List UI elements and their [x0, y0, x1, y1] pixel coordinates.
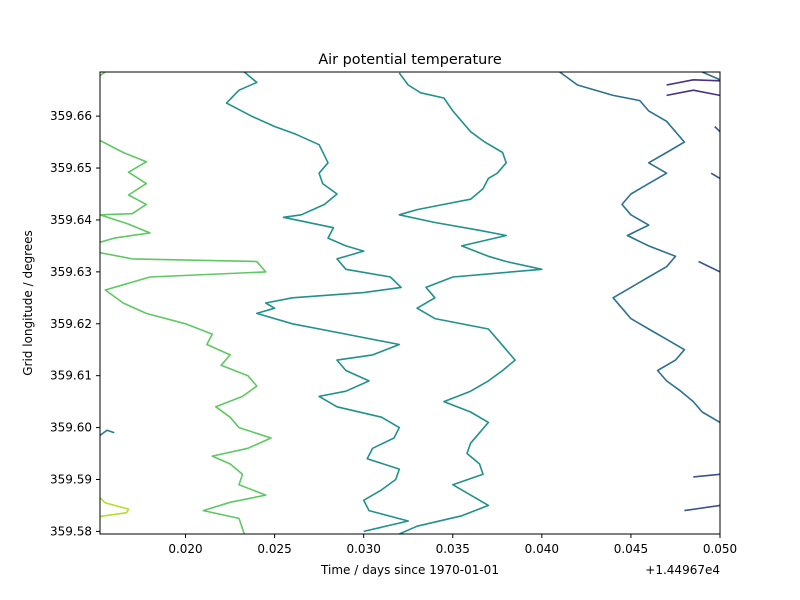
contour-line-10	[684, 504, 720, 512]
x-tick-label: 0.035	[436, 542, 470, 556]
x-tick-label: 0.030	[346, 542, 380, 556]
contour-line-12	[698, 260, 720, 273]
y-tick-label: 359.62	[50, 317, 92, 331]
x-axis-title: Time / days since 1970-01-01	[320, 563, 499, 577]
y-tick-label: 359.64	[50, 213, 92, 227]
x-axis: 0.020 0.025 0.030 0.035 0.040 0.045 0.050	[168, 534, 737, 556]
y-tick-label: 359.58	[50, 524, 92, 538]
y-tick-label: 359.65	[50, 161, 92, 175]
contour-line-5	[225, 72, 410, 533]
contour-line-3	[100, 72, 106, 77]
contour-line-4	[100, 139, 272, 534]
plot-area	[100, 72, 720, 534]
contour-line-2	[100, 497, 130, 518]
contour-line-14	[666, 89, 720, 97]
contour-line-15	[666, 79, 720, 86]
y-tick-label: 359.60	[50, 421, 92, 435]
plot-frame	[99, 71, 721, 535]
x-tick-label: 0.025	[257, 542, 291, 556]
y-tick-label: 359.66	[50, 109, 92, 123]
contour-line-7	[559, 72, 720, 424]
y-tick-label: 359.59	[50, 472, 92, 486]
contour-line-9	[693, 473, 720, 478]
y-axis-title: Grid longitude / degrees	[21, 230, 35, 376]
chart-title: Air potential temperature	[318, 52, 502, 68]
y-tick-label: 359.63	[50, 265, 92, 279]
x-offset-label: +1.44967e4	[645, 563, 720, 577]
y-tick-label: 359.61	[50, 369, 92, 383]
contour-line-11	[710, 172, 720, 180]
contour-line-13	[714, 125, 720, 133]
x-tick-label: 0.045	[614, 542, 648, 556]
contour-line-8	[701, 72, 720, 81]
x-tick-label: 0.040	[525, 542, 559, 556]
x-tick-label: 0.050	[703, 542, 737, 556]
contour-line-6	[398, 72, 543, 534]
contour-line-1	[100, 429, 115, 437]
y-axis: 359.58 359.59 359.60 359.61 359.62 359.63 359.…	[50, 109, 100, 538]
x-tick-label: 0.020	[168, 542, 202, 556]
